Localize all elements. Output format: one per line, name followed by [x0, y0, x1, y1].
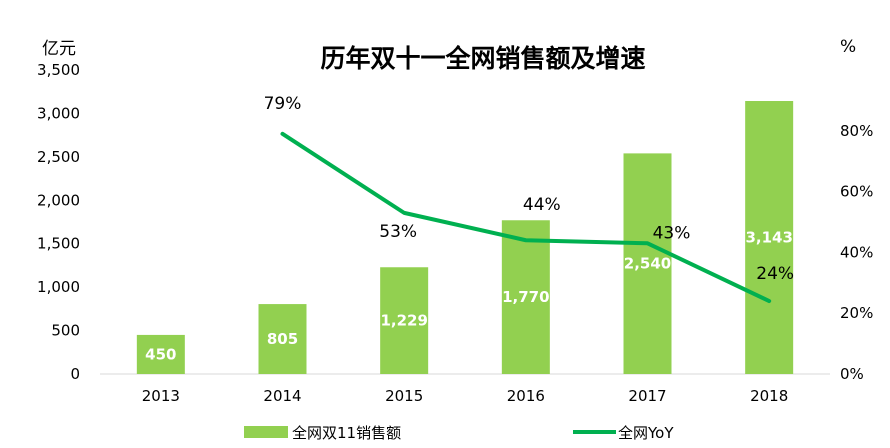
legend-bar-label: 全网双11销售额 — [292, 424, 401, 442]
yoy-line-series — [280, 131, 772, 304]
bar-data-label: 3,143 — [745, 229, 792, 247]
left-tick-label: 1,500 — [37, 235, 80, 253]
right-tick-label: 20% — [840, 304, 873, 322]
bar-series — [136, 101, 794, 375]
bar — [501, 220, 550, 374]
bar-data-label: 805 — [267, 330, 298, 348]
chart-title: 历年双十一全网销售额及增速 — [320, 44, 645, 73]
left-tick-label: 2,000 — [37, 191, 80, 209]
bar-data-label: 2,540 — [624, 255, 671, 273]
bar — [623, 153, 672, 374]
left-tick-label: 0 — [70, 365, 80, 383]
x-tick-label: 2018 — [750, 387, 788, 405]
x-tick-label: 2013 — [142, 387, 180, 405]
legend: 全网双11销售额 全网YoY — [244, 424, 674, 442]
left-axis-unit: 亿元 — [42, 39, 76, 59]
line-data-label: 53% — [379, 222, 417, 242]
left-tick-label: 1,000 — [37, 278, 80, 296]
right-tick-label: 80% — [840, 122, 873, 140]
left-tick-label: 2,500 — [37, 148, 80, 166]
x-tick-label: 2017 — [628, 387, 666, 405]
left-axis-ticks: 0 500 1,000 1,500 2,000 2,500 3,000 3,500 — [37, 61, 80, 383]
legend-line-label: 全网YoY — [618, 424, 674, 442]
x-tick-label: 2015 — [385, 387, 423, 405]
bar-data-label: 450 — [145, 345, 176, 363]
line-data-labels: 79% 53% 44% 43% 24% — [264, 94, 794, 284]
right-axis-ticks: 0% 20% 40% 60% 80% — [840, 122, 873, 383]
left-tick-label: 500 — [51, 322, 80, 340]
right-tick-label: 0% — [840, 365, 864, 383]
line-data-label: 24% — [756, 264, 794, 284]
bar — [745, 101, 794, 375]
x-tick-label: 2016 — [507, 387, 545, 405]
left-tick-label: 3,000 — [37, 104, 80, 122]
bar-data-labels: 450 805 1,229 1,770 2,540 3,143 — [145, 229, 793, 364]
x-tick-label: 2014 — [263, 387, 301, 405]
line-data-label: 44% — [523, 195, 561, 215]
left-tick-label: 3,500 — [37, 61, 80, 79]
bar-data-label: 1,229 — [380, 312, 427, 330]
right-tick-label: 60% — [840, 183, 873, 201]
right-tick-label: 40% — [840, 243, 873, 261]
bar-data-label: 1,770 — [502, 288, 549, 306]
legend-bar-swatch — [244, 426, 288, 438]
x-axis-ticks: 2013 2014 2015 2016 2017 2018 — [142, 387, 789, 405]
bar — [258, 304, 307, 374]
yoy-line — [280, 131, 772, 304]
line-data-label: 43% — [653, 223, 691, 243]
line-data-label: 79% — [264, 94, 302, 114]
right-axis-unit: % — [840, 37, 856, 57]
bar — [136, 334, 185, 374]
bar — [380, 267, 429, 374]
